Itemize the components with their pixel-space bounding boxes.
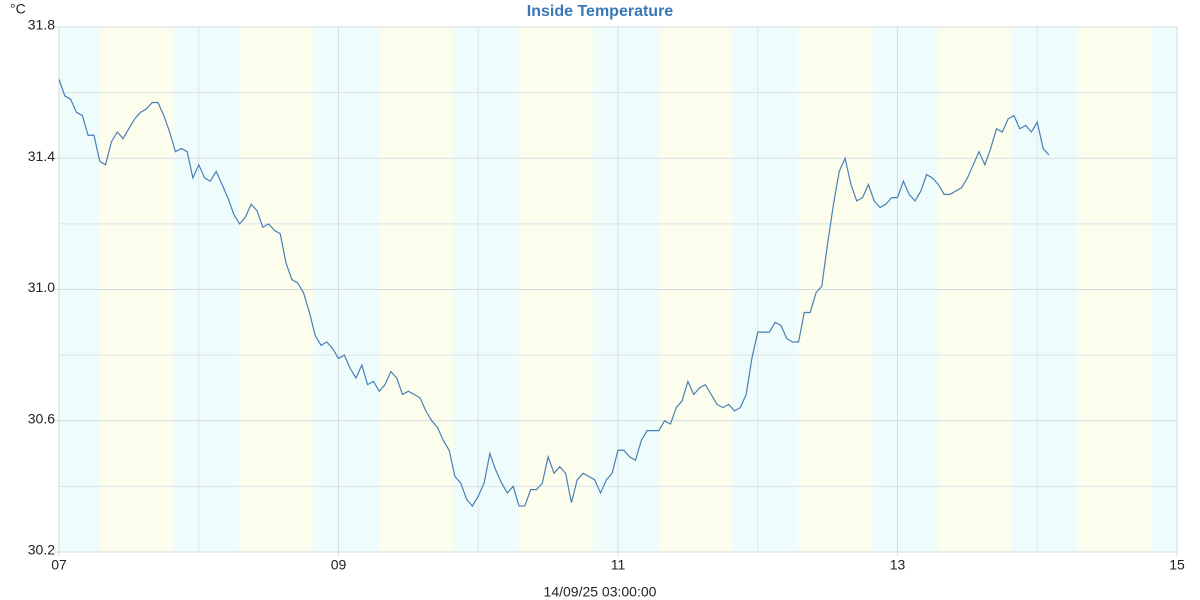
chart-title: Inside Temperature: [527, 3, 674, 20]
x-axis-label: 14/09/25 03:00:00: [544, 584, 657, 600]
x-tick-label: 13: [890, 557, 906, 573]
x-tick-label: 11: [611, 557, 626, 573]
y-tick-label: 30.6: [28, 410, 55, 426]
y-tick-label: 31.4: [28, 148, 55, 164]
x-tick-label: 15: [1169, 557, 1185, 573]
line: [58, 79, 1050, 508]
y-tick-label: 31.8: [28, 17, 55, 33]
y-unit: °C: [10, 1, 26, 17]
y-tick-label: 31.0: [28, 279, 55, 295]
x-tick-label: 09: [331, 557, 347, 573]
x-tick-label: 07: [51, 557, 67, 573]
y-tick-label: 30.2: [28, 542, 55, 558]
